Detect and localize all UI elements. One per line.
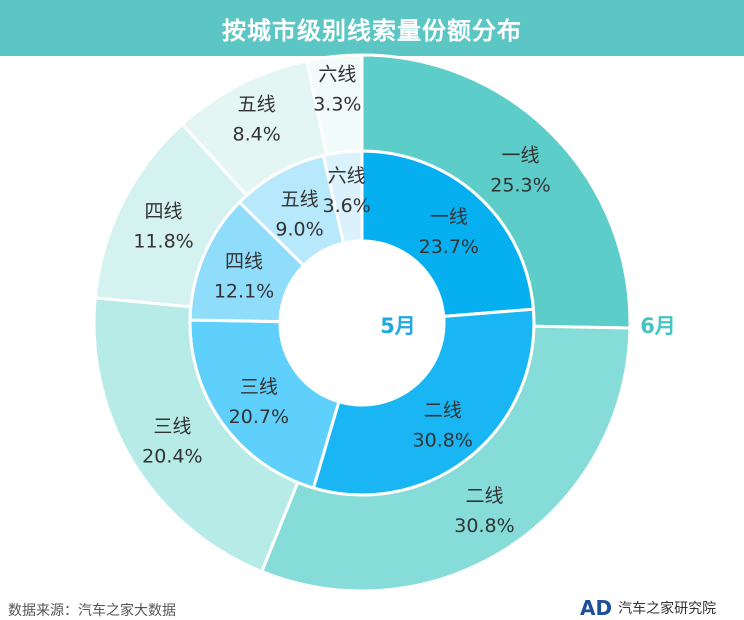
inner-ring-value-label-2: 30.8%: [413, 429, 473, 451]
outer-ring-slice-2: [259, 324, 632, 593]
title-bar: 按城市级别线索量份额分布: [0, 0, 744, 56]
inner-ring-value-label-6: 3.6%: [322, 195, 370, 217]
inner-ring-value-label-4: 12.1%: [214, 280, 274, 302]
inner-ring-category-label-3: 三线: [240, 376, 278, 398]
outer-ring-value-label-3: 20.4%: [142, 445, 202, 467]
inner-ring-category-label-1: 一线: [430, 206, 468, 228]
outer-ring-value-label-2: 30.8%: [454, 515, 514, 537]
chart-title: 按城市级别线索量份额分布: [222, 16, 522, 45]
outer-ring-value-label-5: 8.4%: [233, 123, 281, 145]
inner-ring-category-label-5: 五线: [281, 188, 319, 210]
outer-ring-value-label-4: 11.8%: [133, 230, 193, 252]
outer-ring-category-label-4: 四线: [145, 200, 183, 222]
outer-ring-slice-1: [360, 53, 632, 330]
outer-ring-value-label-6: 3.3%: [313, 93, 361, 115]
outer-ring-slice-3: [92, 296, 300, 574]
outer-ring-category-label-1: 一线: [501, 145, 539, 167]
inner-ring-value-label-3: 20.7%: [229, 406, 289, 428]
outer-ring-value-label-1: 25.3%: [490, 175, 550, 197]
inner-ring-category-label-2: 二线: [424, 399, 462, 421]
inner-ring-value-label-1: 23.7%: [419, 236, 479, 258]
outer-ring-slice-6: [305, 53, 364, 157]
brand-footer: AD 汽车之家研究院: [580, 598, 716, 618]
outer-ring-category-label-2: 二线: [465, 485, 503, 507]
brand-logo-icon: AD: [580, 596, 613, 620]
brand-name: 汽车之家研究院: [618, 601, 717, 617]
inner-ring-category-label-4: 四线: [225, 250, 263, 272]
outer-ring-series-label: 6月: [640, 314, 676, 338]
inner-ring-value-label-5: 9.0%: [275, 218, 323, 240]
outer-ring-category-label-6: 六线: [318, 63, 356, 85]
outer-ring-category-label-3: 三线: [153, 415, 191, 437]
inner-ring-series-label: 5月: [380, 314, 416, 338]
inner-ring-category-label-6: 六线: [328, 165, 366, 187]
data-source-note: 数据来源：汽车之家大数据: [8, 603, 176, 619]
outer-ring-category-label-5: 五线: [238, 93, 276, 115]
